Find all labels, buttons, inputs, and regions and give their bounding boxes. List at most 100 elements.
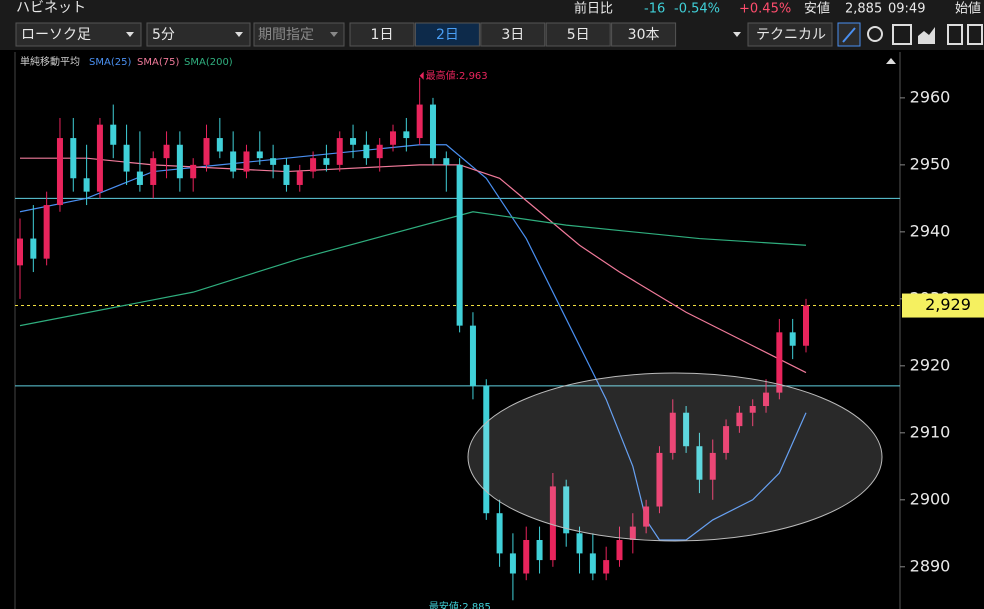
range-button[interactable] bbox=[545, 22, 611, 47]
highlight-ellipse bbox=[467, 372, 883, 542]
candle-body bbox=[203, 138, 210, 165]
candle-body bbox=[483, 385, 490, 514]
open-label: 始値 bbox=[955, 1, 981, 17]
legend-entry: SMA(25) bbox=[89, 57, 131, 68]
candle-body bbox=[603, 560, 610, 574]
candle-body bbox=[216, 138, 223, 152]
candle-body bbox=[789, 332, 796, 346]
sma-line bbox=[19, 211, 807, 327]
candle-body bbox=[523, 540, 530, 574]
candle-body bbox=[256, 151, 263, 159]
candle-body bbox=[709, 452, 716, 480]
menu-tool[interactable] bbox=[967, 24, 983, 45]
candle-body bbox=[56, 138, 63, 206]
candle-body bbox=[190, 164, 197, 179]
candle-body bbox=[443, 158, 450, 165]
current-price-label: 2,929 bbox=[925, 295, 971, 314]
candle-body bbox=[403, 131, 410, 139]
candle-body bbox=[616, 540, 623, 561]
change-pct: -0.54% bbox=[674, 2, 720, 17]
candle-body bbox=[563, 486, 570, 534]
y-tick-label: 2890 bbox=[910, 556, 951, 575]
candle-body bbox=[696, 446, 703, 480]
range-button[interactable] bbox=[480, 22, 546, 47]
candle-body bbox=[230, 151, 237, 172]
candle-body bbox=[576, 533, 583, 554]
candle-body bbox=[17, 238, 23, 266]
candle-body bbox=[123, 144, 130, 172]
candle-body bbox=[376, 144, 383, 159]
candle-body bbox=[643, 506, 650, 527]
low-label: 最安値:2,885 bbox=[429, 600, 491, 609]
candle-body bbox=[83, 178, 90, 192]
candle-body bbox=[176, 144, 183, 179]
dropdown-icon bbox=[733, 32, 741, 37]
y-tick-label: 2950 bbox=[910, 154, 951, 173]
low-change: +0.45% bbox=[739, 2, 791, 17]
range-button[interactable] bbox=[349, 22, 415, 47]
high-arrow bbox=[419, 71, 424, 80]
candle-body bbox=[589, 553, 596, 574]
candle-body bbox=[283, 164, 290, 185]
candle-body bbox=[549, 486, 556, 561]
candle-body bbox=[43, 205, 50, 259]
technical[interactable]: テクニカル bbox=[756, 27, 826, 43]
area-tool[interactable] bbox=[918, 27, 935, 44]
candle-body bbox=[776, 332, 783, 393]
current-price-tag bbox=[902, 293, 984, 318]
high-label: 最高値:2,963 bbox=[426, 69, 488, 82]
candle-body bbox=[96, 124, 103, 192]
candle-body bbox=[669, 412, 676, 453]
range-label[interactable]: 5日 bbox=[567, 27, 590, 43]
y-tick-label: 2900 bbox=[910, 489, 951, 508]
candle-body bbox=[296, 171, 303, 185]
change: -16 bbox=[644, 2, 665, 17]
chart-type[interactable]: ローソク足 bbox=[21, 27, 91, 43]
legend-entry: SMA(75) bbox=[137, 57, 179, 68]
candle-body bbox=[363, 144, 370, 159]
zoom-tool[interactable] bbox=[867, 26, 883, 42]
candle-body bbox=[763, 392, 770, 407]
range-label[interactable]: 2日 bbox=[436, 27, 459, 43]
range-label[interactable]: 1日 bbox=[371, 27, 394, 43]
dropdown-icon bbox=[330, 32, 338, 37]
candle-body bbox=[803, 305, 809, 346]
candle-body bbox=[350, 138, 357, 145]
candle-body bbox=[536, 540, 543, 561]
candle-body bbox=[243, 151, 250, 172]
y-tick-label: 2960 bbox=[910, 87, 951, 106]
candle-body bbox=[416, 104, 423, 139]
candle-body bbox=[496, 513, 503, 554]
chart-type-select[interactable] bbox=[15, 22, 142, 47]
sma-line bbox=[20, 157, 807, 374]
candle-body bbox=[336, 138, 343, 165]
candle-body bbox=[270, 158, 277, 165]
range-button[interactable] bbox=[414, 22, 480, 47]
candle-body bbox=[683, 412, 690, 447]
candle-body bbox=[429, 104, 436, 159]
technical-button[interactable] bbox=[747, 22, 833, 47]
print-tool[interactable] bbox=[892, 24, 912, 45]
candle-body bbox=[749, 406, 756, 413]
save-tool[interactable] bbox=[947, 24, 963, 45]
time: 09:49 bbox=[888, 2, 925, 17]
range-label[interactable]: 3日 bbox=[501, 27, 524, 43]
candle-body bbox=[310, 158, 317, 172]
candle-body bbox=[150, 158, 157, 185]
candle-body bbox=[469, 325, 476, 386]
candle-body bbox=[136, 171, 143, 185]
interval-select[interactable] bbox=[146, 22, 251, 47]
stock-name: ハビネット bbox=[16, 0, 86, 16]
range-button[interactable] bbox=[611, 22, 677, 47]
candle-body bbox=[456, 164, 463, 326]
candle-body bbox=[390, 131, 397, 145]
collapse-icon bbox=[886, 58, 896, 64]
range-label[interactable]: 30本 bbox=[628, 27, 660, 43]
low-label: 安値 bbox=[804, 1, 830, 17]
period[interactable]: 期間指定 bbox=[258, 27, 314, 43]
interval[interactable]: 5分 bbox=[152, 27, 175, 43]
candle-body bbox=[723, 426, 730, 453]
period-select[interactable] bbox=[253, 22, 345, 47]
candle-body bbox=[70, 138, 77, 179]
